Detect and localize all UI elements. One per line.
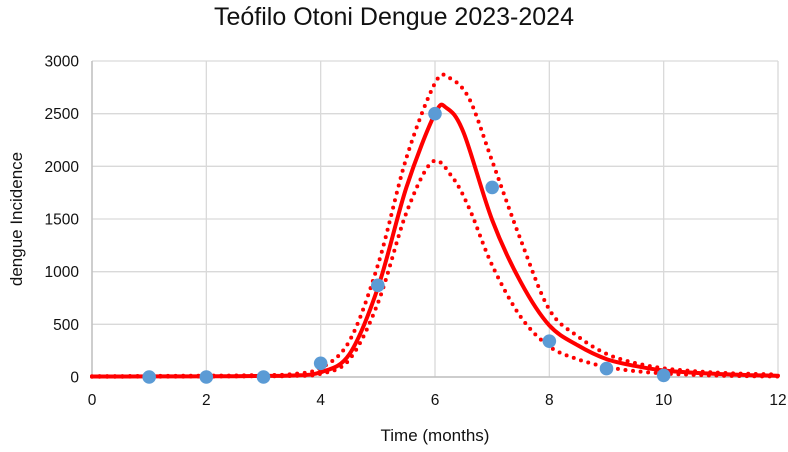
y-tick-label: 2000 [45,159,80,176]
observed-incidence-point [313,356,328,371]
x-tick-label: 6 [431,392,440,409]
observed-incidence-point [256,370,271,384]
y-tick-label: 1000 [45,264,80,281]
lower-confidence-band-line [90,158,780,379]
observed-incidence-point [485,180,499,195]
x-tick-label: 8 [545,392,554,409]
observed-incidence-point [656,368,671,383]
x-tick-label: 2 [202,392,211,409]
x-tick-label: 0 [88,392,97,409]
observed-incidence-point [371,278,385,293]
y-tick-label: 2500 [45,106,80,123]
observed-incidence-point [142,370,156,384]
observed-incidence-point [542,334,557,348]
x-tick-label: 4 [316,392,325,409]
x-axis-title: Time (months) [380,426,490,445]
y-tick-label: 1500 [45,212,80,229]
observed-incidence-point [428,106,442,121]
y-axis-title: dengue Incidence [7,151,26,287]
x-tick-label: 10 [655,392,673,409]
y-tick-label: 3000 [45,54,80,71]
y-tick-label: 0 [70,370,79,387]
y-tick-label: 500 [53,317,79,334]
chart-title: Teófilo Otoni Dengue 2023-2024 [214,3,574,31]
x-tick-label: 12 [769,392,786,409]
observed-incidence-point [599,361,614,376]
observed-incidence-point [199,370,214,384]
